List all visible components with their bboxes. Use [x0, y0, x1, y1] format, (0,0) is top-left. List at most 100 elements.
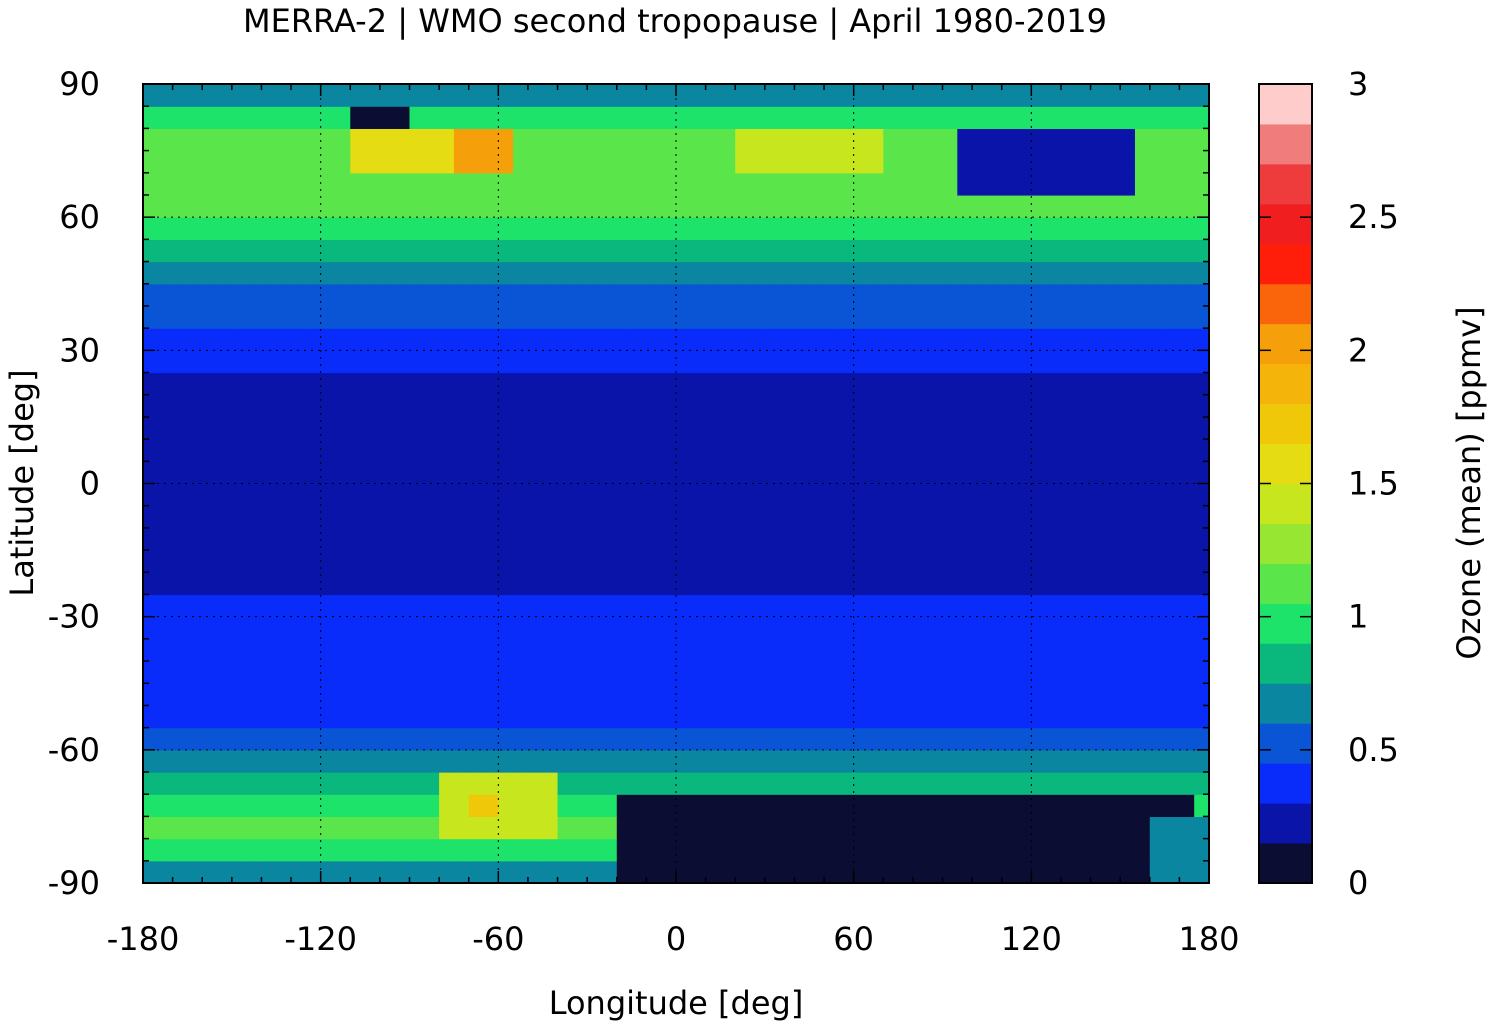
heatmap-cell — [498, 150, 514, 174]
heatmap-cell — [912, 527, 929, 551]
heatmap-cell — [350, 860, 366, 884]
heatmap-cell — [1001, 638, 1018, 662]
heatmap-cell — [809, 439, 825, 462]
heatmap-cell — [898, 705, 914, 729]
heatmap-cell — [750, 106, 766, 129]
heatmap-cell — [424, 439, 440, 462]
heatmap-cell — [898, 749, 914, 773]
heatmap-cell — [883, 416, 899, 440]
heatmap-cell — [853, 550, 870, 573]
chart-title: MERRA-2 | WMO second tropopause | April … — [243, 2, 1107, 40]
heatmap-cell — [261, 194, 277, 218]
heatmap-cell — [557, 616, 573, 640]
heatmap-cell — [750, 572, 766, 596]
heatmap-cell — [557, 483, 573, 507]
heatmap-cell — [676, 283, 692, 307]
heatmap-cell — [542, 616, 559, 640]
heatmap-cell — [1149, 350, 1166, 374]
heatmap-cell — [720, 727, 736, 751]
heatmap-cell — [1090, 727, 1106, 751]
heatmap-cell — [320, 816, 337, 840]
heatmap-cell — [646, 505, 662, 529]
heatmap-cell — [676, 683, 692, 707]
heatmap-cell — [365, 705, 381, 729]
heatmap-cell — [735, 84, 751, 107]
heatmap-cell — [690, 638, 707, 662]
heatmap-cell — [542, 283, 559, 307]
heatmap-cell — [394, 816, 411, 840]
heatmap-cell — [764, 394, 781, 418]
heatmap-cell — [824, 772, 840, 795]
heatmap-cell — [986, 616, 1003, 640]
heatmap-cell — [764, 616, 781, 640]
heatmap-cell — [661, 394, 677, 418]
heatmap-cell — [527, 128, 544, 152]
heatmap-cell — [661, 727, 677, 751]
heatmap-cell — [527, 217, 544, 240]
heatmap-cell — [972, 683, 988, 707]
heatmap-cell — [690, 616, 707, 640]
heatmap-cell — [868, 505, 884, 529]
heatmap-cell — [513, 749, 529, 773]
heatmap-cell — [587, 328, 603, 351]
heatmap-cell — [912, 328, 929, 351]
heatmap-cell — [986, 505, 1003, 529]
heatmap-cell — [779, 838, 796, 862]
heatmap-cell — [750, 749, 766, 773]
heatmap-cell — [646, 860, 662, 884]
heatmap-cell — [764, 461, 781, 485]
heatmap-cell — [1194, 483, 1210, 507]
heatmap-cell — [305, 527, 322, 551]
heatmap-cell — [794, 261, 810, 285]
heatmap-cell — [838, 394, 855, 418]
heatmap-cell — [542, 150, 559, 174]
heatmap-cell — [1075, 305, 1092, 329]
heatmap-cell — [631, 394, 647, 418]
heatmap-cell — [601, 638, 618, 662]
heatmap-cell — [424, 416, 440, 440]
heatmap-cell — [1046, 416, 1062, 440]
heatmap-cell — [1046, 261, 1062, 285]
heatmap-cell — [542, 838, 559, 862]
heatmap-cell — [1075, 860, 1092, 884]
heatmap-cell — [291, 838, 307, 862]
heatmap-cell — [276, 328, 292, 351]
heatmap-cell — [735, 283, 751, 307]
heatmap-cell — [1134, 439, 1151, 462]
heatmap-cell — [853, 638, 870, 662]
heatmap-cell — [365, 128, 381, 152]
heatmap-cell — [661, 194, 677, 218]
heatmap-cell — [365, 505, 381, 529]
heatmap-cell — [439, 128, 455, 152]
heatmap-cell — [572, 550, 588, 573]
heatmap-cell — [1001, 283, 1018, 307]
heatmap-cell — [320, 150, 337, 174]
heatmap-cell — [187, 661, 203, 684]
heatmap-cell — [439, 638, 455, 662]
colorbar-level — [1259, 243, 1312, 285]
heatmap-cell — [513, 550, 529, 573]
heatmap-cell — [794, 350, 810, 374]
heatmap-cell — [942, 860, 958, 884]
heatmap-cell — [335, 328, 351, 351]
heatmap-cell — [898, 683, 914, 707]
heatmap-cell — [276, 527, 292, 551]
heatmap-cell — [379, 239, 396, 263]
heatmap-cell — [1134, 505, 1151, 529]
heatmap-cell — [1060, 328, 1077, 351]
heatmap-cell — [409, 572, 425, 596]
heatmap-cell — [809, 239, 825, 263]
heatmap-cell — [261, 305, 277, 329]
heatmap-cell — [972, 661, 988, 684]
heatmap-cell — [1194, 394, 1210, 418]
heatmap-cell — [927, 239, 944, 263]
heatmap-cell — [764, 483, 781, 507]
heatmap-cell — [1120, 683, 1136, 707]
heatmap-cell — [513, 328, 529, 351]
colorbar-level — [1259, 483, 1312, 524]
heatmap-cell — [1164, 638, 1180, 662]
heatmap-cell — [350, 128, 366, 152]
heatmap-cell — [365, 572, 381, 596]
heatmap-cell — [143, 638, 159, 662]
heatmap-cell — [986, 860, 1003, 884]
